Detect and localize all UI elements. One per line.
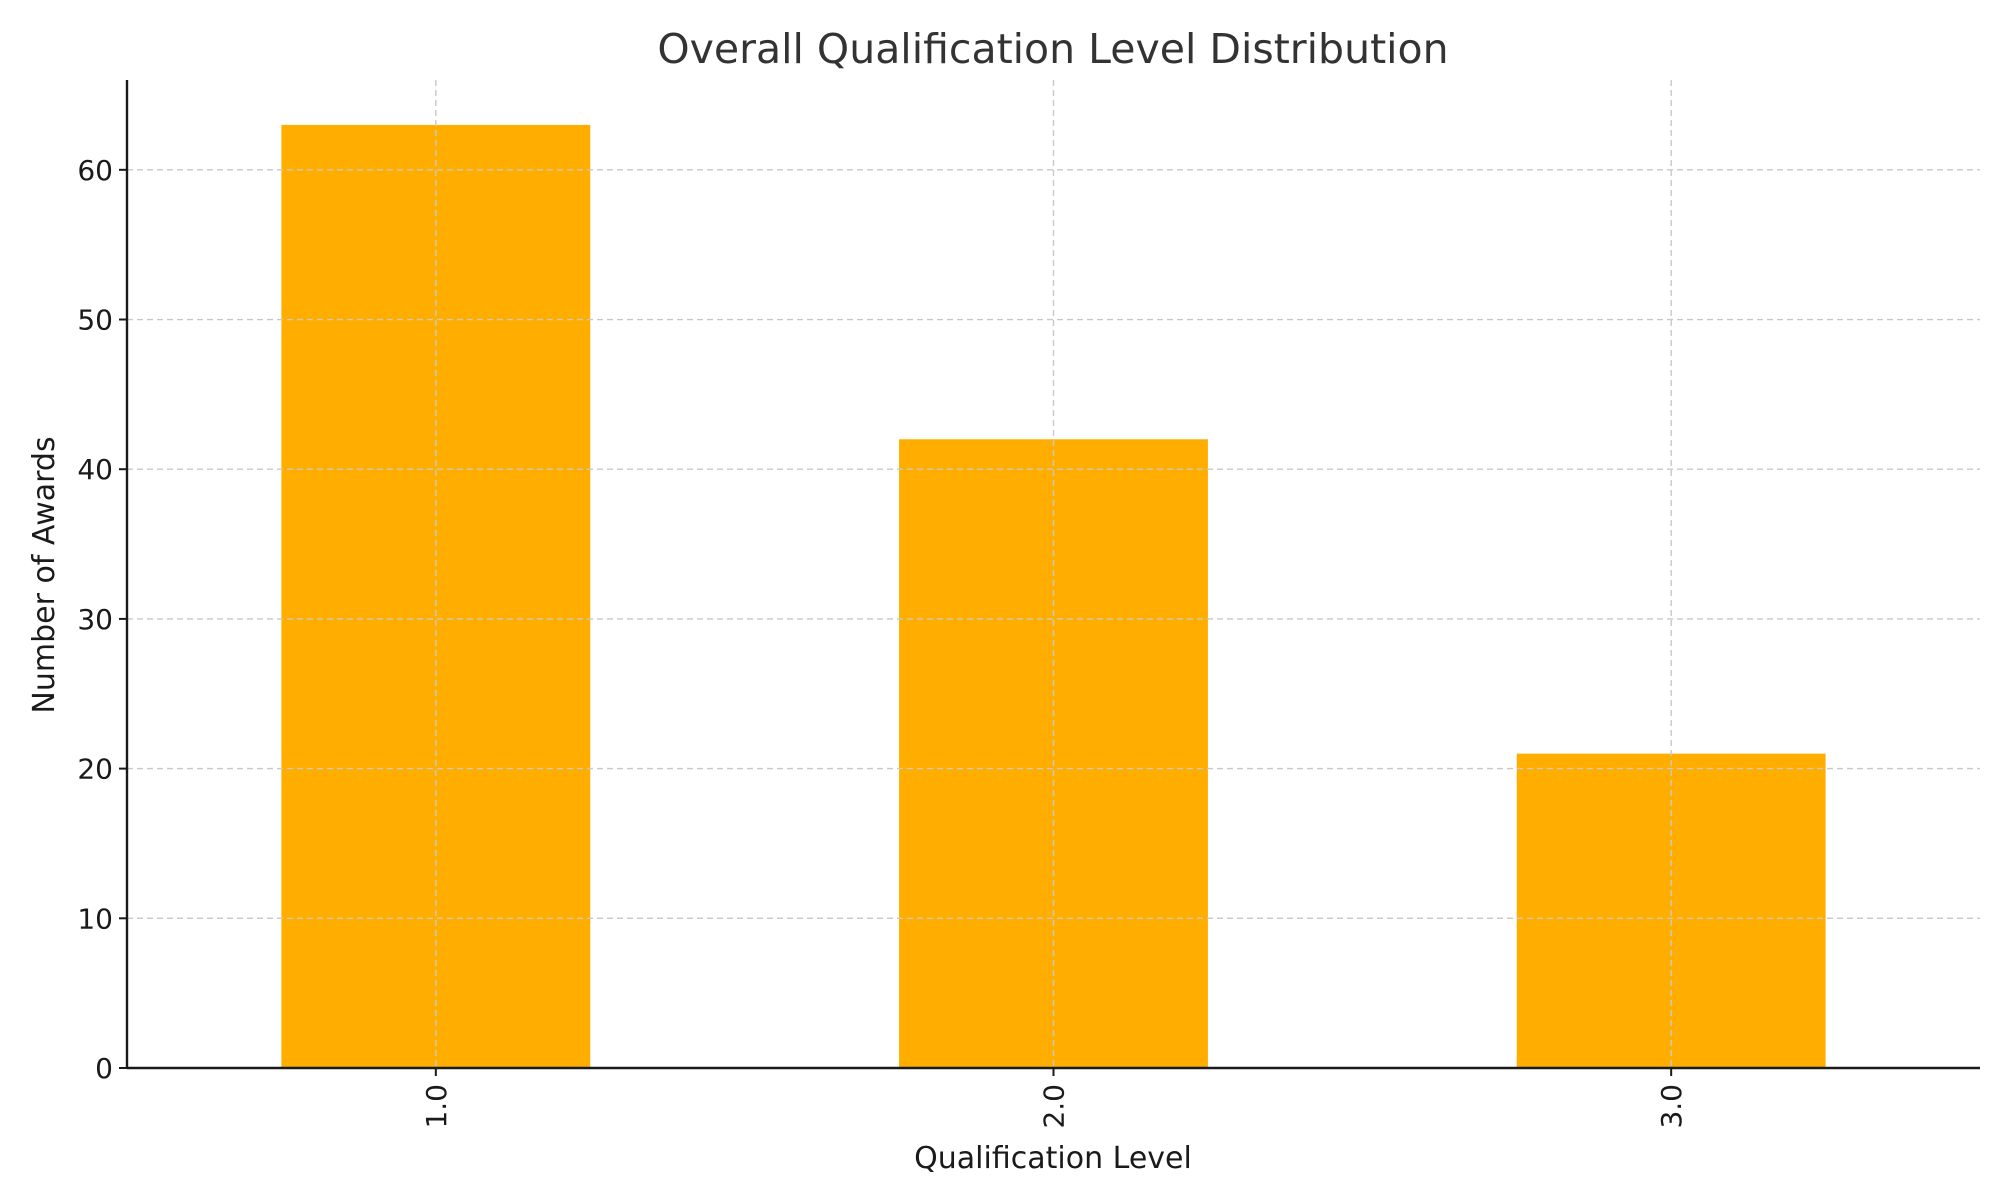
y-tick-label: 40 (77, 453, 113, 486)
y-tick-label: 60 (77, 154, 113, 187)
y-tick-label: 50 (77, 304, 113, 337)
y-tick-label: 20 (77, 753, 113, 786)
x-axis-label: Qualification Level (914, 1141, 1192, 1176)
y-tick-label: 0 (95, 1052, 113, 1085)
y-tick-label: 10 (77, 902, 113, 935)
bars (281, 124, 1826, 1069)
x-tick-label: 3.0 (1655, 1084, 1688, 1129)
axes (119, 80, 1980, 1076)
x-tick-label: 2.0 (1038, 1084, 1071, 1129)
bar-1.0 (281, 124, 591, 1069)
gridlines (127, 80, 1980, 1068)
tick-labels: 0 10 20 30 40 50 60 1.0 2.0 3.0 (77, 154, 1688, 1129)
y-axis-label: Number of Awards (27, 436, 62, 713)
y-tick-label: 30 (77, 603, 113, 636)
chart-title: Overall Qualification Level Distribution (657, 25, 1448, 73)
x-tick-label: 1.0 (420, 1084, 453, 1129)
